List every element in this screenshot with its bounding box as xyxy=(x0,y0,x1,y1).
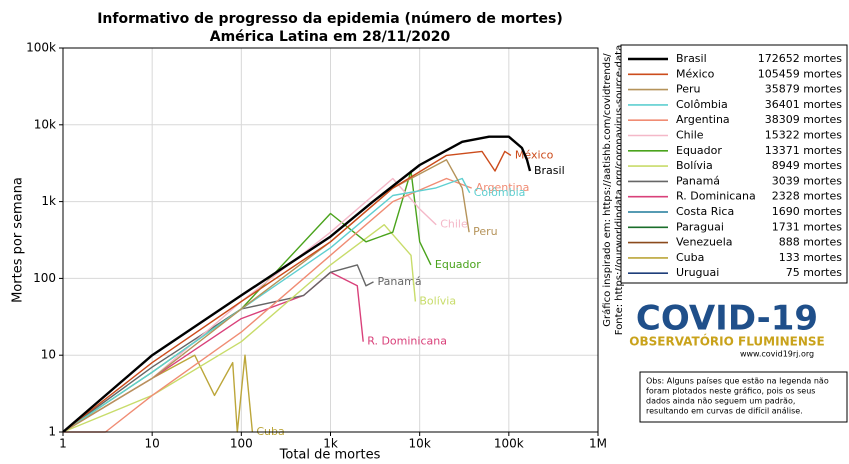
x-tick-label: 1k xyxy=(323,437,338,451)
series-end-label: Panamá xyxy=(378,275,422,288)
legend-total: 8949 mortes xyxy=(772,159,843,172)
series-end-label: Equador xyxy=(435,258,481,271)
y-tick-label: 100 xyxy=(33,271,56,285)
note-line: foram plotados neste gráfico, pois os se… xyxy=(646,387,815,396)
legend-name: Brasil xyxy=(676,52,707,65)
legend-total: 1731 mortes xyxy=(772,220,843,233)
note-box xyxy=(639,371,848,423)
x-tick-label: 10 xyxy=(145,437,160,451)
legend-name: R. Dominicana xyxy=(676,190,756,203)
series-end-label: Peru xyxy=(473,225,498,238)
note-line: Obs: Alguns países que estão na legenda … xyxy=(646,377,829,386)
legend-total: 35879 mortes xyxy=(765,83,843,96)
x-tick-label: 1M xyxy=(589,437,607,451)
note-line: dados ainda não seguem um padrão, xyxy=(646,397,795,406)
y-tick-label: 100k xyxy=(26,41,56,55)
legend-total: 172652 mortes xyxy=(758,52,843,65)
x-tick-label: 10k xyxy=(409,437,431,451)
legend-name: Chile xyxy=(676,129,704,142)
legend-name: Cuba xyxy=(676,251,704,264)
y-axis-label: Mortes por semana xyxy=(11,177,26,303)
x-axis-label: Total de mortes xyxy=(279,448,381,463)
x-tick-label: 100 xyxy=(230,437,253,451)
legend-total: 13371 mortes xyxy=(765,144,843,157)
legend-name: Venezuela xyxy=(676,236,733,249)
series-line xyxy=(62,177,471,433)
y-tick-label: 10 xyxy=(41,348,56,362)
series-line xyxy=(62,354,254,433)
legend-name: México xyxy=(676,67,715,80)
chart-title: Informativo de progresso da epidemia (nú… xyxy=(97,11,563,27)
logo-subtitle: OBSERVATÓRIO FLUMINENSE xyxy=(629,334,824,349)
legend-name: Bolívia xyxy=(676,159,713,172)
series-line xyxy=(62,264,374,433)
y-tick-label: 1k xyxy=(41,194,56,208)
series-end-label: Brasil xyxy=(534,164,565,177)
plot-frame xyxy=(62,47,599,433)
series-end-label: Argentina xyxy=(476,181,530,194)
logo: COVID-19 OBSERVATÓRIO FLUMINENSE www.cov… xyxy=(629,299,824,359)
x-tick-label: 1 xyxy=(59,437,67,451)
series-line xyxy=(63,177,472,433)
logo-title: COVID-19 xyxy=(636,299,818,339)
source-text: Fonte: https://ourworldindata.org/corona… xyxy=(614,45,625,335)
series-end-label: Colômbia xyxy=(474,186,526,199)
credit-text: Gráfico inspirado em: https://aatishb.co… xyxy=(601,53,613,327)
logo-url: www.covid19rj.org xyxy=(740,350,814,359)
legend-name: Panamá xyxy=(676,174,720,187)
legend-total: 75 mortes xyxy=(786,266,843,279)
chart-subtitle: América Latina em 28/11/2020 xyxy=(210,29,451,45)
y-tick-label: 1 xyxy=(48,425,56,439)
legend-box xyxy=(620,44,848,284)
legend-name: Colômbia xyxy=(676,98,728,111)
legend-total: 105459 mortes xyxy=(758,67,843,80)
legend-name: Paraguai xyxy=(676,220,724,233)
series-line xyxy=(62,150,512,433)
legend-total: 3039 mortes xyxy=(772,174,843,187)
x-tick-label: 100k xyxy=(494,437,524,451)
series-line xyxy=(62,135,532,433)
series-end-label: México xyxy=(515,148,554,161)
y-tick-label: 10k xyxy=(34,117,56,131)
series-end-label: Chile xyxy=(440,218,468,231)
series-end-label: Bolívia xyxy=(419,295,456,308)
legend-name: Argentina xyxy=(676,113,730,126)
legend-name: Equador xyxy=(676,144,722,157)
series-end-label: R. Dominicana xyxy=(367,335,447,348)
legend-total: 2328 mortes xyxy=(772,190,843,203)
legend-name: Peru xyxy=(676,83,701,96)
note-line: resultando em curvas de difícil análise. xyxy=(646,407,803,416)
legend-total: 38309 mortes xyxy=(765,113,843,126)
legend-name: Uruguai xyxy=(676,266,719,279)
legend-total: 888 mortes xyxy=(779,236,843,249)
legend-name: Costa Rica xyxy=(676,205,734,218)
legend-total: 36401 mortes xyxy=(765,98,843,111)
legend-total: 1690 mortes xyxy=(772,205,843,218)
legend-total: 133 mortes xyxy=(779,251,843,264)
legend-total: 15322 mortes xyxy=(765,129,843,142)
